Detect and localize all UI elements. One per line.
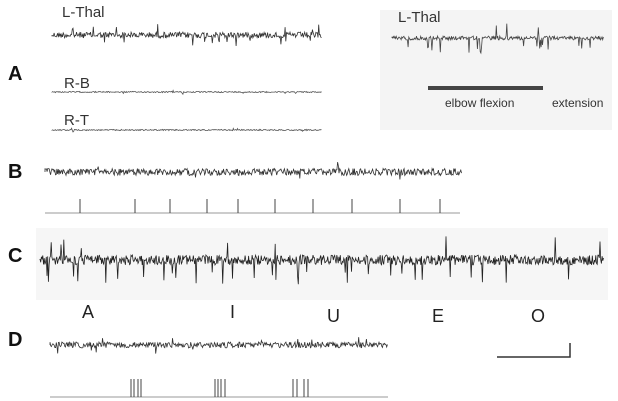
panel-c-background [36, 228, 608, 300]
signal-trace [51, 127, 322, 133]
trace-label: R-B [64, 75, 90, 92]
annotation: elbow flexion [445, 96, 514, 110]
scale-bar [497, 343, 571, 358]
panel-label: C [8, 245, 22, 267]
vowel-label: U [327, 306, 340, 326]
signal-trace [391, 23, 604, 55]
vowel-label: O [531, 306, 545, 326]
flexion-bar [428, 86, 543, 90]
trace-label: L-Thal [62, 4, 105, 21]
panel-label: D [8, 329, 22, 351]
trace-label: L-Thal [398, 9, 441, 26]
panel-label: A [8, 63, 22, 85]
signal-trace [51, 24, 322, 47]
signal-trace [39, 236, 604, 285]
vowel-label: A [82, 302, 94, 322]
signal-trace [49, 337, 388, 354]
annotation: extension [552, 96, 603, 110]
trace-label: R-T [64, 112, 89, 129]
vowel-label: I [230, 302, 235, 322]
signal-trace [44, 162, 462, 180]
vowel-label: E [432, 306, 444, 326]
signal-trace [51, 89, 322, 96]
panel-label: B [8, 161, 22, 183]
